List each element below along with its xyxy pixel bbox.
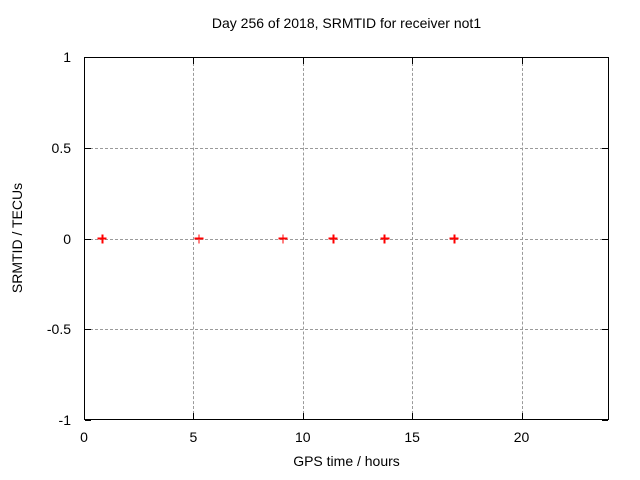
x-tick-label: 10: [294, 429, 311, 445]
y-tick-left: [85, 57, 91, 58]
x-tick-top: [84, 58, 85, 64]
y-tick-right: [602, 420, 608, 421]
y-gridline: [85, 329, 608, 331]
y-tick-right: [602, 57, 608, 58]
data-point-marker: [380, 234, 390, 243]
x-tick-bottom: [412, 413, 414, 419]
y-tick-left: [85, 329, 91, 331]
data-point-marker: [278, 234, 288, 243]
data-point-marker: [328, 234, 338, 243]
y-tick-left: [85, 238, 91, 240]
x-tick-top: [412, 58, 414, 64]
x-tick-top: [521, 58, 523, 64]
y-tick-left: [85, 147, 91, 149]
x-tick-label: 5: [189, 429, 198, 445]
data-point-marker: [97, 234, 107, 243]
x-tick-bottom: [521, 413, 523, 419]
data-point-marker: [449, 234, 459, 243]
y-tick-label: 0: [63, 230, 71, 247]
y-tick-right: [602, 238, 608, 240]
x-tick-top: [302, 58, 304, 64]
y-gridline: [85, 238, 608, 240]
y-tick-label: 1: [63, 49, 71, 65]
data-point-marker: [194, 234, 204, 243]
y-tick-right: [602, 329, 608, 331]
x-tick-top: [193, 58, 195, 64]
x-tick-bottom: [193, 413, 195, 419]
y-tick-label: 0.5: [51, 139, 71, 156]
x-tick-label: 20: [513, 429, 530, 445]
x-tick-label: 0: [80, 429, 88, 445]
chart-title: Day 256 of 2018, SRMTID for receiver not…: [211, 15, 482, 31]
y-tick-right: [602, 147, 608, 149]
y-tick-left: [85, 420, 91, 421]
x-axis-label: GPS time / hours: [293, 453, 400, 469]
y-gridline: [85, 147, 608, 149]
y-tick-label: -0.5: [46, 321, 71, 338]
x-tick-bottom: [84, 413, 85, 419]
y-tick-label: -1: [58, 412, 71, 428]
plot-area: [84, 57, 609, 421]
x-tick-label: 15: [404, 429, 420, 445]
x-tick-bottom: [302, 413, 304, 419]
